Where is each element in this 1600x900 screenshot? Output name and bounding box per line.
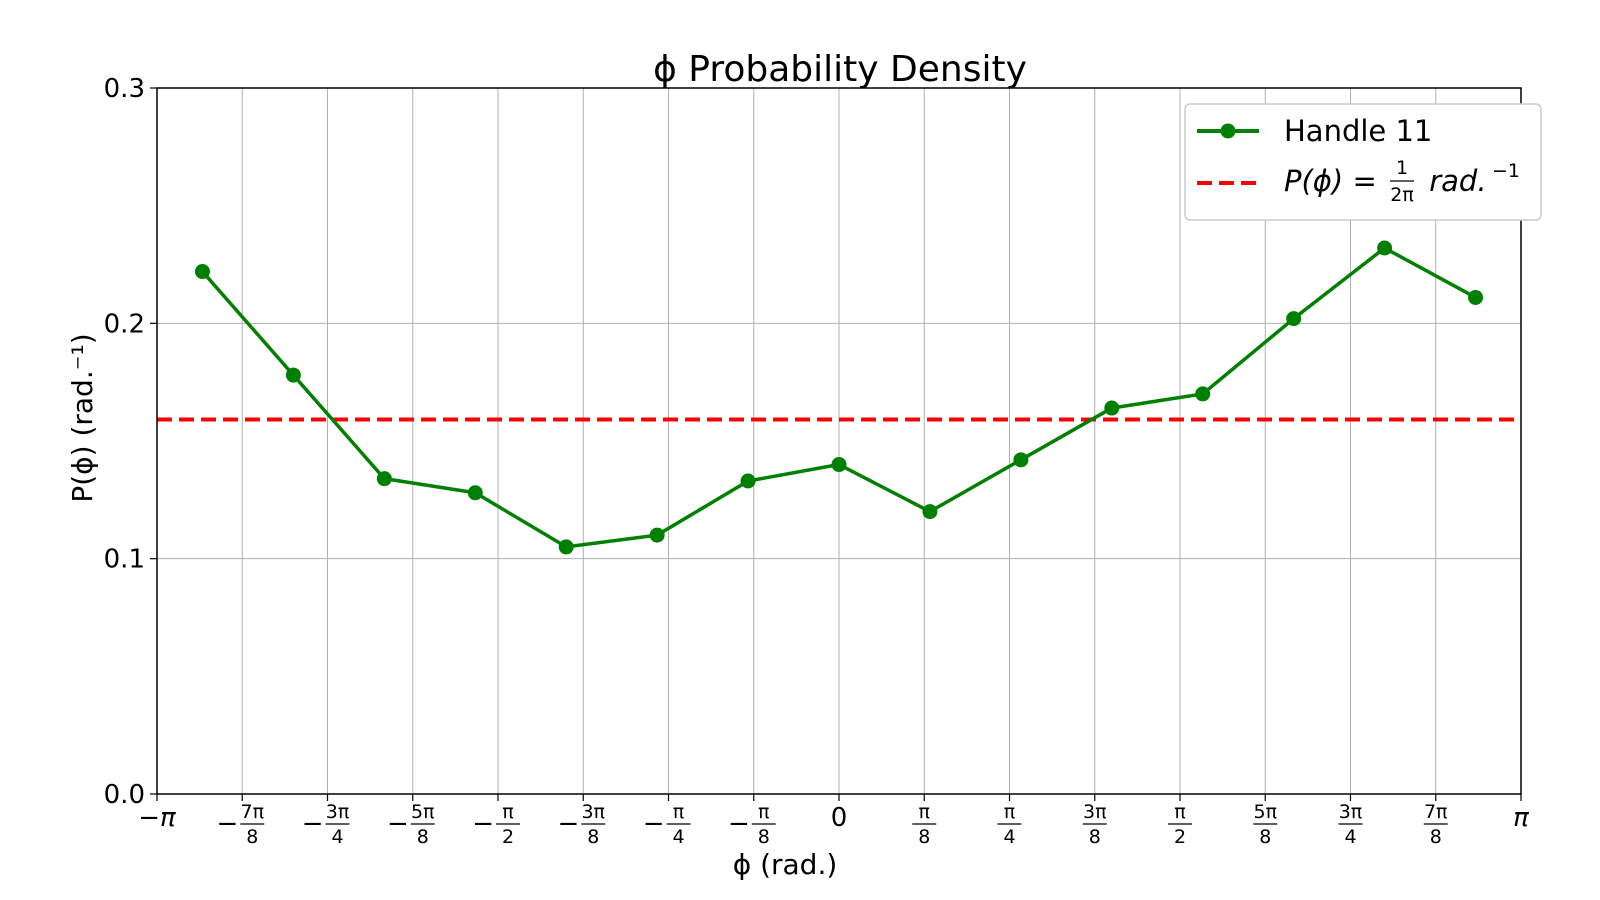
x-tick-numerator: π xyxy=(1174,801,1185,823)
x-tick-numerator: 7π xyxy=(240,801,264,823)
legend-box xyxy=(1184,103,1542,221)
x-tick-denominator: 4 xyxy=(331,826,343,848)
x-tick-numerator: 3π xyxy=(326,801,350,823)
legend-reference-frac-den: 2π xyxy=(1390,184,1414,206)
x-tick-sign: − xyxy=(643,809,665,839)
x-tick-denominator: 4 xyxy=(672,826,684,848)
data-point xyxy=(376,471,392,487)
y-tick-label: 0.3 xyxy=(104,74,145,104)
x-tick-denominator: 2 xyxy=(502,826,514,848)
x-tick-numerator: 5π xyxy=(411,801,435,823)
x-tick-label: 0 xyxy=(831,803,848,833)
x-axis-ticks: −π −7π8−3π4−5π8− π2−3π8− π4− π80 π8π43π8π25π8… xyxy=(138,794,1529,848)
legend-series-marker xyxy=(1220,123,1236,139)
data-point xyxy=(649,527,665,543)
x-tick-sign: − xyxy=(472,809,494,839)
series-layer xyxy=(194,240,1484,555)
x-tick-label: π xyxy=(1513,803,1529,833)
data-point xyxy=(285,367,301,383)
x-tick-numerator: π xyxy=(758,801,769,823)
data-point xyxy=(467,485,483,501)
x-tick-sign: − xyxy=(216,809,238,839)
x-tick-numerator: 7π xyxy=(1424,801,1448,823)
data-point xyxy=(1104,400,1120,416)
data-point xyxy=(1377,240,1393,256)
data-point xyxy=(922,504,938,520)
x-tick-denominator: 8 xyxy=(417,826,429,848)
x-tick-numerator: π xyxy=(502,801,513,823)
legend-reference-frac-num: 1 xyxy=(1396,157,1408,179)
x-tick-denominator: 2 xyxy=(1174,826,1186,848)
chart-title: ϕ Probability Density xyxy=(653,49,1027,90)
data-point xyxy=(1013,452,1029,468)
data-point xyxy=(194,264,210,280)
legend: Handle 11 P(ϕ) = 1 2π rad. −1 xyxy=(1184,103,1542,221)
x-tick-sign: − xyxy=(728,809,750,839)
x-axis-label: ϕ (rad.) xyxy=(733,848,838,881)
legend-series-label: Handle 11 xyxy=(1284,114,1432,148)
legend-reference-unit-exp: −1 xyxy=(1492,160,1520,182)
x-tick-sign: − xyxy=(387,809,409,839)
x-tick-denominator: 8 xyxy=(1430,826,1442,848)
x-tick-numerator: 3π xyxy=(1339,801,1363,823)
data-point xyxy=(740,473,756,489)
x-tick-denominator: 8 xyxy=(246,826,258,848)
x-tick-denominator: 4 xyxy=(1344,826,1356,848)
legend-reference-label: P(ϕ) = 1 2π rad. −1 xyxy=(1284,157,1520,206)
y-tick-label: 0.1 xyxy=(104,545,145,575)
x-tick-denominator: 8 xyxy=(1259,826,1271,848)
data-point xyxy=(558,539,574,555)
data-point xyxy=(831,457,847,473)
legend-reference-unit: rad. xyxy=(1420,164,1487,198)
legend-reference-prefix: P(ϕ) = xyxy=(1284,164,1386,198)
y-axis-label: P(ϕ) (rad.⁻¹) xyxy=(66,333,99,502)
x-tick-denominator: 8 xyxy=(918,826,930,848)
x-tick-denominator: 8 xyxy=(758,826,770,848)
x-tick-numerator: 3π xyxy=(1083,801,1107,823)
data-point xyxy=(1286,311,1302,327)
x-tick-numerator: π xyxy=(919,801,930,823)
x-tick-denominator: 8 xyxy=(1089,826,1101,848)
y-axis-ticks: 0.0 0.1 0.2 0.3 xyxy=(104,74,157,810)
x-tick-sign: − xyxy=(302,809,324,839)
data-point xyxy=(1195,386,1211,402)
x-tick-numerator: 3π xyxy=(581,801,605,823)
data-point xyxy=(1468,289,1484,305)
x-tick-sign: − xyxy=(557,809,579,839)
x-tick-numerator: π xyxy=(673,801,684,823)
y-tick-label: 0.2 xyxy=(104,309,145,339)
x-tick-numerator: π xyxy=(1004,801,1015,823)
x-tick-denominator: 4 xyxy=(1003,826,1015,848)
y-tick-label: 0.0 xyxy=(104,780,145,810)
x-tick-denominator: 8 xyxy=(587,826,599,848)
x-tick-numerator: 5π xyxy=(1253,801,1277,823)
x-tick-label: −π xyxy=(138,803,176,833)
